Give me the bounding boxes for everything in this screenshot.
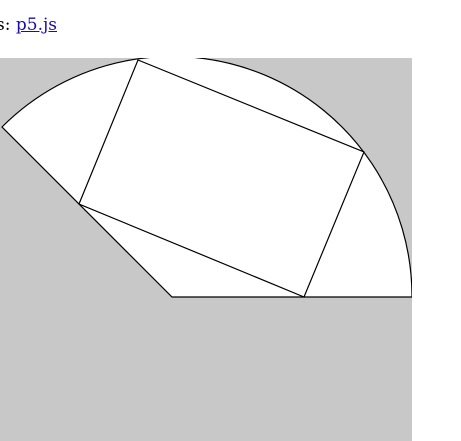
header-prefix-text: es: [0, 15, 11, 35]
sketch-canvas[interactable] [0, 58, 412, 441]
header-line: es: p5.js [0, 14, 57, 36]
inscribed-rectangle [78, 59, 365, 298]
p5js-link[interactable]: p5.js [15, 15, 58, 35]
